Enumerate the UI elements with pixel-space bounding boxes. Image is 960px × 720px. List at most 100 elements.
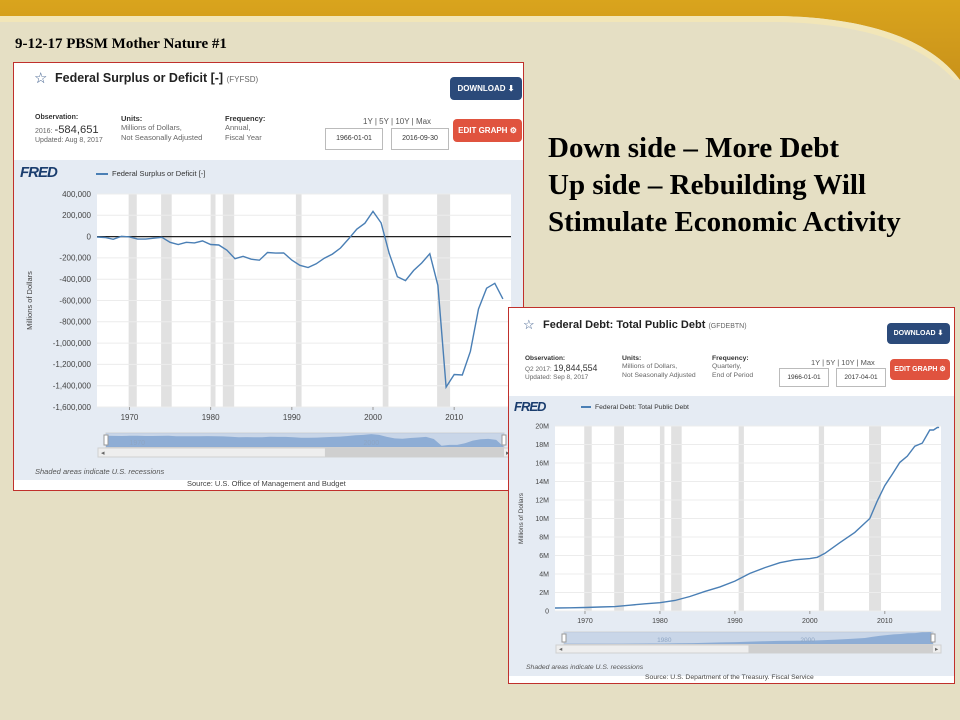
recession-note: Shaded areas indicate U.S. recessions [35, 467, 165, 476]
series-line [554, 426, 940, 609]
download-button[interactable]: DOWNLOAD ⬇ [887, 323, 950, 344]
frequency-line-2: End of Period [712, 371, 754, 379]
series-title: Federal Surplus or Deficit [-] [55, 71, 224, 85]
updated-date: Updated: Aug 8, 2017 [35, 136, 103, 144]
frequency-label: Frequency: [712, 355, 749, 362]
frequency-line-2: Fiscal Year [225, 132, 262, 142]
end-date-input[interactable]: 2016-09-30 [391, 128, 449, 150]
y-tick-label: 400,000 [62, 190, 91, 199]
chart-legend: Federal Surplus or Deficit [-] [96, 169, 205, 178]
scroll-right-arrow-icon[interactable]: ▸ [935, 646, 939, 653]
callout-line-3: Stimulate Economic Activity [548, 206, 901, 238]
y-tick-label: -400,000 [59, 275, 91, 284]
callout-line-2: Up side – Rebuilding Will [548, 169, 867, 201]
series-code: (GFDEBTN) [708, 323, 747, 330]
y-tick-label: 2M [539, 590, 549, 597]
navigator-year-label: 2000 [364, 440, 380, 447]
edit-graph-label: EDIT GRAPH [458, 126, 508, 135]
y-tick-label: -800,000 [59, 318, 91, 327]
units-line-2: Not Seasonally Adjusted [622, 371, 696, 379]
observation-block: Observation: 2016: -584,651 Updated: Aug… [35, 114, 115, 146]
start-date-input[interactable]: 1966-01-01 [325, 128, 383, 150]
range-selector[interactable]: 1Y | 5Y | 10Y | Max [811, 358, 875, 367]
frequency-line-1: Quarterly, [712, 363, 742, 371]
y-tick-label: 0 [87, 232, 92, 241]
y-axis-label: Millions of Dollars [25, 271, 34, 330]
x-tick-label: 1990 [727, 618, 743, 625]
y-tick-label: 200,000 [62, 211, 91, 220]
slide-header-band [0, 0, 960, 80]
x-tick-label: 2000 [364, 413, 382, 422]
fred-logo: FRED [514, 399, 546, 414]
series-title: Federal Debt: Total Public Debt [543, 319, 706, 331]
download-button[interactable]: DOWNLOAD ⬇ [450, 77, 522, 100]
gear-icon: ⚙ [939, 366, 946, 373]
chart-legend: Federal Debt: Total Public Debt [581, 404, 689, 411]
legend-swatch [96, 173, 108, 176]
download-icon: ⬇ [937, 330, 944, 337]
recession-note: Shaded areas indicate U.S. recessions [526, 664, 644, 671]
x-tick-label: 2010 [445, 413, 463, 422]
y-axis-label: Millions of Dollars [518, 492, 525, 544]
frequency-line-1: Annual, [225, 123, 251, 133]
download-icon: ⬇ [507, 84, 515, 93]
favorite-star-icon[interactable]: ☆ [34, 70, 48, 87]
navigator-series [564, 632, 933, 644]
navigator-right-handle[interactable] [930, 633, 936, 643]
y-tick-label: -1,400,000 [53, 382, 92, 391]
favorite-star-icon[interactable]: ☆ [523, 317, 535, 332]
header-band-shape [0, 0, 960, 80]
updated-date: Updated: Sep 8, 2017 [525, 374, 589, 382]
navigator-year-label: 1970 [129, 440, 145, 447]
y-tick-label: 0 [545, 608, 549, 615]
download-label: DOWNLOAD [893, 330, 936, 337]
x-tick-label: 2000 [802, 618, 818, 625]
units-block: Units: Millions of Dollars, Not Seasonal… [121, 114, 221, 142]
y-tick-label: 12M [535, 497, 549, 504]
end-date-input[interactable]: 2017-04-01 [836, 368, 886, 387]
edit-graph-button[interactable]: EDIT GRAPH ⚙ [453, 119, 522, 142]
units-block: Units: Millions of Dollars, Not Seasonal… [622, 355, 712, 380]
fred-panel-surplus: ☆ Federal Surplus or Deficit [-] (FYFSD)… [13, 62, 524, 491]
scroll-left-arrow-icon[interactable]: ◂ [101, 450, 105, 457]
edit-graph-button[interactable]: EDIT GRAPH ⚙ [890, 359, 950, 380]
legend-swatch [581, 406, 591, 409]
y-tick-label: -1,000,000 [53, 339, 92, 348]
navigator-right-handle[interactable] [501, 434, 507, 446]
y-tick-label: 10M [535, 516, 549, 523]
legend-label: Federal Debt: Total Public Debt [595, 404, 689, 411]
x-tick-label: 1980 [652, 618, 668, 625]
frequency-block: Frequency: Quarterly, End of Period [712, 355, 772, 380]
range-selector[interactable]: 1Y | 5Y | 10Y | Max [363, 117, 432, 126]
scrollbar-thumb[interactable] [748, 645, 934, 653]
surplus-deficit-chart: 400,000 200,000 0 -200,000 -400,000 -600,000 -… [25, 190, 513, 458]
y-tick-label: 16M [535, 460, 549, 467]
y-tick-label: 8M [539, 534, 549, 541]
y-tick-label: -1,200,000 [53, 360, 92, 369]
panel-title: Federal Debt: Total Public Debt (GFDEBTN… [543, 319, 747, 331]
slide-title: 9-12-17 PBSM Mother Nature #1 [15, 36, 227, 52]
observation-period: 2016: [35, 127, 53, 135]
navigator-left-handle[interactable] [103, 434, 109, 446]
y-tick-label: -1,600,000 [53, 403, 92, 412]
legend-label: Federal Surplus or Deficit [-] [112, 169, 206, 178]
download-label: DOWNLOAD [457, 84, 506, 93]
observation-period: Q2 2017: [525, 366, 552, 374]
navigator-left-handle[interactable] [561, 633, 567, 643]
y-tick-label: -600,000 [59, 296, 91, 305]
y-tick-label: 6M [539, 553, 549, 560]
navigator-year-label: 1980 [657, 637, 672, 644]
scrollbar-thumb[interactable] [324, 448, 504, 457]
observation-value: 19,844,554 [553, 363, 598, 374]
fred-panel-debt: ☆ Federal Debt: Total Public Debt (GFDEB… [508, 307, 955, 684]
y-tick-label: -200,000 [59, 254, 91, 263]
observation-label: Observation: [525, 355, 566, 362]
scroll-left-arrow-icon[interactable]: ◂ [559, 646, 563, 653]
x-tick-label: 1990 [283, 413, 301, 422]
navigator-series [106, 434, 504, 447]
frequency-label: Frequency: [225, 114, 266, 123]
units-label: Units: [622, 355, 642, 362]
start-date-input[interactable]: 1966-01-01 [779, 368, 829, 387]
callout-text: Down side – More Debt Up side – Rebuildi… [548, 130, 901, 241]
units-line-1: Millions of Dollars, [121, 123, 182, 133]
